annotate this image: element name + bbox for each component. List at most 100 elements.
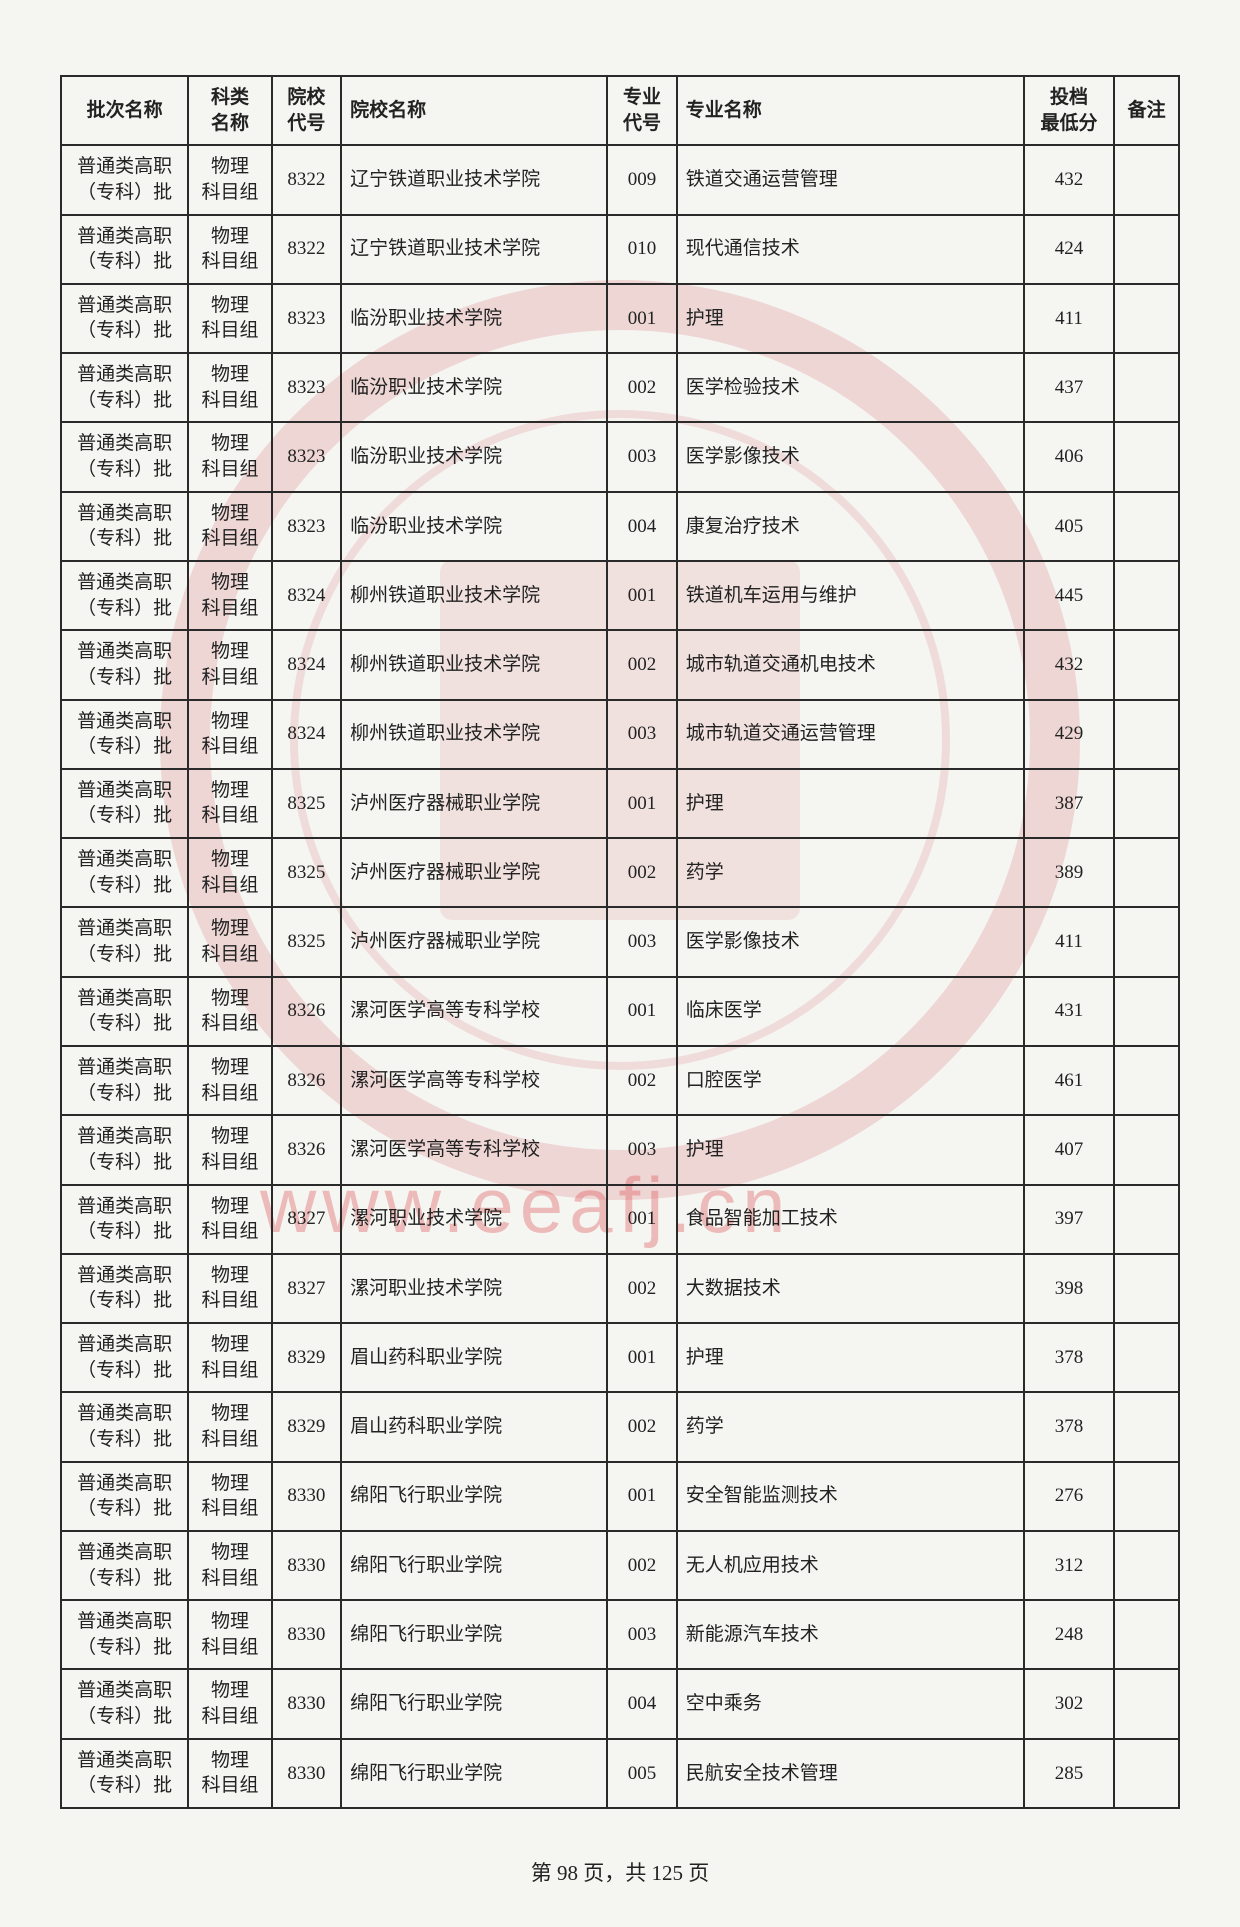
cell-major-name: 无人机应用技术 [677,1531,1024,1600]
cell-school-name: 绵阳飞行职业学院 [341,1462,607,1531]
cell-subject: 物理科目组 [188,977,271,1046]
cell-major-code: 004 [607,1669,676,1738]
cell-school-name: 柳州铁道职业技术学院 [341,630,607,699]
cell-batch: 普通类高职（专科）批 [61,1531,188,1600]
th-subject: 科类名称 [188,76,271,145]
cell-batch: 普通类高职（专科）批 [61,838,188,907]
cell-school-name: 临汾职业技术学院 [341,284,607,353]
cell-score: 312 [1024,1531,1114,1600]
cell-batch: 普通类高职（专科）批 [61,1323,188,1392]
cell-score: 285 [1024,1739,1114,1808]
cell-score: 445 [1024,561,1114,630]
th-major-code: 专业代号 [607,76,676,145]
cell-subject: 物理科目组 [188,1531,271,1600]
cell-school-code: 8326 [272,1115,341,1184]
cell-school-name: 绵阳飞行职业学院 [341,1739,607,1808]
cell-school-name: 泸州医疗器械职业学院 [341,838,607,907]
cell-note [1114,1739,1179,1808]
cell-major-name: 大数据技术 [677,1254,1024,1323]
cell-school-name: 漯河医学高等专科学校 [341,1115,607,1184]
pager-current: 98 [557,1861,578,1885]
cell-note [1114,907,1179,976]
cell-school-code: 8329 [272,1323,341,1392]
cell-school-code: 8322 [272,145,341,214]
cell-subject: 物理科目组 [188,353,271,422]
cell-batch: 普通类高职（专科）批 [61,700,188,769]
cell-subject: 物理科目组 [188,1046,271,1115]
cell-school-code: 8323 [272,422,341,491]
cell-major-code: 003 [607,1600,676,1669]
cell-subject: 物理科目组 [188,1254,271,1323]
cell-batch: 普通类高职（专科）批 [61,561,188,630]
table-row: 普通类高职（专科）批物理科目组8330绵阳飞行职业学院003新能源汽车技术248 [61,1600,1179,1669]
table-row: 普通类高职（专科）批物理科目组8326漯河医学高等专科学校001临床医学431 [61,977,1179,1046]
table-row: 普通类高职（专科）批物理科目组8330绵阳飞行职业学院001安全智能监测技术27… [61,1462,1179,1531]
cell-major-name: 临床医学 [677,977,1024,1046]
cell-note [1114,284,1179,353]
cell-school-name: 漯河职业技术学院 [341,1254,607,1323]
cell-major-name: 铁道交通运营管理 [677,145,1024,214]
cell-note [1114,1254,1179,1323]
cell-major-name: 护理 [677,284,1024,353]
cell-batch: 普通类高职（专科）批 [61,1115,188,1184]
cell-major-name: 医学检验技术 [677,353,1024,422]
table-row: 普通类高职（专科）批物理科目组8327漯河职业技术学院001食品智能加工技术39… [61,1185,1179,1254]
cell-major-name: 食品智能加工技术 [677,1185,1024,1254]
cell-major-code: 001 [607,1462,676,1531]
cell-batch: 普通类高职（专科）批 [61,1046,188,1115]
cell-note [1114,1185,1179,1254]
cell-score: 302 [1024,1669,1114,1738]
cell-school-code: 8323 [272,492,341,561]
table-row: 普通类高职（专科）批物理科目组8329眉山药科职业学院002药学378 [61,1392,1179,1461]
admission-table: 批次名称 科类名称 院校代号 院校名称 专业代号 专业名称 投档最低分 备注 普… [60,75,1180,1809]
cell-note [1114,1392,1179,1461]
cell-subject: 物理科目组 [188,145,271,214]
cell-school-code: 8325 [272,838,341,907]
cell-score: 411 [1024,284,1114,353]
cell-school-code: 8330 [272,1600,341,1669]
th-major-name: 专业名称 [677,76,1024,145]
cell-batch: 普通类高职（专科）批 [61,907,188,976]
table-row: 普通类高职（专科）批物理科目组8326漯河医学高等专科学校003护理407 [61,1115,1179,1184]
cell-subject: 物理科目组 [188,1115,271,1184]
table-row: 普通类高职（专科）批物理科目组8322辽宁铁道职业技术学院010现代通信技术42… [61,215,1179,284]
cell-score: 424 [1024,215,1114,284]
cell-batch: 普通类高职（专科）批 [61,630,188,699]
cell-score: 378 [1024,1323,1114,1392]
table-row: 普通类高职（专科）批物理科目组8330绵阳飞行职业学院004空中乘务302 [61,1669,1179,1738]
cell-subject: 物理科目组 [188,1600,271,1669]
table-row: 普通类高职（专科）批物理科目组8323临汾职业技术学院003医学影像技术406 [61,422,1179,491]
table-row: 普通类高职（专科）批物理科目组8330绵阳飞行职业学院002无人机应用技术312 [61,1531,1179,1600]
cell-note [1114,1462,1179,1531]
cell-major-name: 医学影像技术 [677,907,1024,976]
table-row: 普通类高职（专科）批物理科目组8322辽宁铁道职业技术学院009铁道交通运营管理… [61,145,1179,214]
cell-major-code: 001 [607,1185,676,1254]
cell-major-name: 民航安全技术管理 [677,1739,1024,1808]
cell-batch: 普通类高职（专科）批 [61,977,188,1046]
cell-note [1114,1046,1179,1115]
cell-major-code: 002 [607,630,676,699]
table-row: 普通类高职（专科）批物理科目组8325泸州医疗器械职业学院003医学影像技术41… [61,907,1179,976]
cell-major-code: 003 [607,422,676,491]
cell-subject: 物理科目组 [188,215,271,284]
cell-note [1114,1600,1179,1669]
cell-school-name: 泸州医疗器械职业学院 [341,769,607,838]
cell-major-code: 003 [607,907,676,976]
cell-batch: 普通类高职（专科）批 [61,1185,188,1254]
cell-score: 431 [1024,977,1114,1046]
cell-school-name: 临汾职业技术学院 [341,353,607,422]
cell-note [1114,1115,1179,1184]
cell-score: 432 [1024,630,1114,699]
cell-major-name: 城市轨道交通运营管理 [677,700,1024,769]
cell-major-code: 002 [607,1254,676,1323]
cell-major-code: 001 [607,977,676,1046]
cell-subject: 物理科目组 [188,422,271,491]
cell-major-name: 药学 [677,838,1024,907]
cell-score: 248 [1024,1600,1114,1669]
cell-major-code: 002 [607,1046,676,1115]
cell-school-code: 8326 [272,1046,341,1115]
cell-school-name: 眉山药科职业学院 [341,1392,607,1461]
cell-batch: 普通类高职（专科）批 [61,1600,188,1669]
cell-batch: 普通类高职（专科）批 [61,284,188,353]
th-score: 投档最低分 [1024,76,1114,145]
